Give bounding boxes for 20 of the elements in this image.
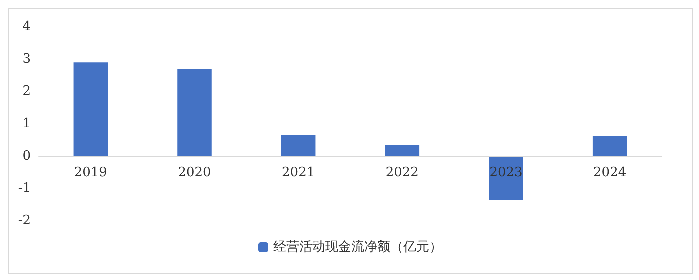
bar bbox=[385, 145, 420, 156]
y-tick-label: 3 bbox=[22, 52, 31, 67]
y-tick-label: 0 bbox=[22, 148, 31, 164]
y-tick-label: -1 bbox=[18, 181, 31, 196]
y-tick-label: 2 bbox=[22, 84, 31, 100]
bar bbox=[489, 156, 524, 200]
bar bbox=[592, 136, 628, 156]
x-tick-label: 2022 bbox=[386, 165, 419, 180]
bar bbox=[178, 69, 212, 156]
y-tick-label: 1 bbox=[22, 116, 31, 132]
x-tick-label: 2021 bbox=[282, 165, 316, 180]
y-tick-label: 4 bbox=[22, 20, 31, 34]
x-tick-label: 2019 bbox=[74, 165, 108, 180]
bar bbox=[281, 135, 316, 156]
x-tick-label: 2020 bbox=[178, 165, 212, 180]
x-tick-label: 2024 bbox=[594, 165, 627, 180]
x-tick-label: 2023 bbox=[490, 165, 523, 180]
y-tick-label: -2 bbox=[18, 214, 31, 228]
legend-label: 经营活动现金流净额（亿元） bbox=[274, 239, 442, 255]
bar bbox=[74, 62, 108, 156]
